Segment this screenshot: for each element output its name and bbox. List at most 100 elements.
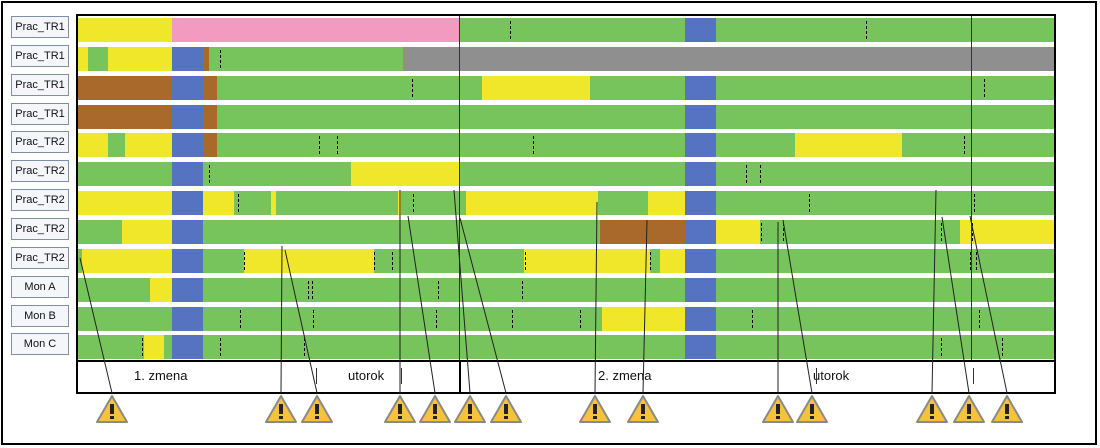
task-bar-blue[interactable] (685, 75, 716, 100)
task-bar-green[interactable] (164, 335, 172, 360)
task-bar-green[interactable] (760, 219, 960, 244)
task-bar-green[interactable] (401, 191, 466, 216)
task-bar-yellow[interactable] (150, 277, 172, 302)
task-bar-green[interactable] (716, 162, 1054, 187)
warning-triangle-icon[interactable] (915, 394, 949, 424)
task-bar-green[interactable] (716, 335, 1054, 360)
task-bar-brown[interactable] (600, 219, 685, 244)
task-bar-yellow[interactable] (203, 191, 234, 216)
task-bar-green[interactable] (78, 277, 150, 302)
task-bar-green[interactable] (716, 18, 1054, 42)
task-bar-green[interactable] (203, 306, 602, 331)
task-bar-blue[interactable] (685, 104, 716, 129)
task-bar-blue[interactable] (172, 219, 203, 244)
resource-label[interactable]: Mon B (11, 304, 69, 327)
task-bar-green[interactable] (203, 162, 351, 187)
task-bar-green[interactable] (716, 306, 1054, 331)
task-bar-yellow[interactable] (351, 162, 460, 187)
task-bar-yellow[interactable] (108, 46, 172, 71)
task-bar-brown[interactable] (203, 104, 217, 129)
warning-triangle-icon[interactable] (453, 394, 487, 424)
warning-triangle-icon[interactable] (383, 394, 417, 424)
resource-label[interactable]: Mon A (11, 275, 69, 298)
task-bar-blue[interactable] (685, 191, 716, 216)
warning-triangle-icon[interactable] (952, 394, 986, 424)
resource-label[interactable]: Prac_TR2 (11, 189, 69, 212)
task-bar-blue[interactable] (172, 46, 203, 71)
task-bar-brown[interactable] (78, 104, 172, 129)
task-bar-green[interactable] (276, 191, 398, 216)
task-bar-blue[interactable] (172, 306, 203, 331)
task-bar-green[interactable] (203, 219, 600, 244)
warning-triangle-icon[interactable] (264, 394, 298, 424)
task-bar-yellow[interactable] (122, 219, 172, 244)
task-bar-yellow[interactable] (82, 248, 172, 273)
task-bar-green[interactable] (716, 133, 795, 158)
task-bar-yellow[interactable] (524, 248, 650, 273)
task-bar-pink[interactable] (172, 18, 460, 42)
task-bar-yellow[interactable] (660, 248, 685, 273)
resource-label[interactable]: Prac_TR1 (11, 44, 69, 67)
task-bar-green[interactable] (78, 162, 172, 187)
resource-label[interactable]: Prac_TR2 (11, 217, 69, 240)
task-bar-green[interactable] (217, 104, 685, 129)
warning-triangle-icon[interactable] (990, 394, 1024, 424)
task-bar-yellow[interactable] (960, 219, 1054, 244)
resource-label[interactable]: Prac_TR2 (11, 160, 69, 183)
resource-label[interactable]: Prac_TR1 (11, 16, 69, 38)
task-bar-yellow[interactable] (482, 75, 590, 100)
task-bar-blue[interactable] (172, 191, 203, 216)
task-bar-green[interactable] (590, 75, 685, 100)
task-bar-brown[interactable] (78, 75, 172, 100)
task-bar-green[interactable] (460, 18, 685, 42)
task-bar-green[interactable] (598, 191, 648, 216)
task-bar-blue[interactable] (685, 219, 716, 244)
warning-triangle-icon[interactable] (489, 394, 523, 424)
task-bar-green[interactable] (203, 248, 244, 273)
task-bar-blue[interactable] (172, 162, 203, 187)
resource-label[interactable]: Prac_TR1 (11, 73, 69, 96)
task-bar-yellow[interactable] (125, 133, 172, 158)
warning-triangle-icon[interactable] (418, 394, 452, 424)
task-bar-green[interactable] (78, 335, 144, 360)
task-bar-yellow[interactable] (648, 191, 685, 216)
task-bar-yellow[interactable] (78, 133, 108, 158)
task-bar-green[interactable] (374, 248, 392, 273)
task-bar-green[interactable] (78, 306, 172, 331)
task-bar-green[interactable] (217, 75, 482, 100)
warning-triangle-icon[interactable] (795, 394, 829, 424)
resource-label[interactable]: Mon C (11, 333, 69, 356)
task-bar-green[interactable] (108, 133, 125, 158)
task-bar-green[interactable] (650, 248, 660, 273)
task-bar-yellow[interactable] (78, 46, 88, 71)
task-bar-yellow[interactable] (78, 191, 172, 216)
task-bar-blue[interactable] (172, 335, 203, 360)
warning-triangle-icon[interactable] (578, 394, 612, 424)
task-bar-green[interactable] (716, 75, 1054, 100)
task-bar-yellow[interactable] (795, 133, 902, 158)
task-bar-green[interactable] (88, 46, 108, 71)
warning-triangle-icon[interactable] (300, 394, 334, 424)
task-bar-blue[interactable] (685, 335, 716, 360)
task-bar-green[interactable] (78, 219, 122, 244)
task-bar-yellow[interactable] (602, 306, 685, 331)
task-bar-green[interactable] (203, 335, 685, 360)
resource-label[interactable]: Prac_TR2 (11, 131, 69, 154)
task-bar-green[interactable] (392, 248, 524, 273)
task-bar-yellow[interactable] (466, 191, 598, 216)
task-bar-yellow[interactable] (271, 191, 276, 216)
task-bar-brown[interactable] (203, 133, 217, 158)
task-bar-blue[interactable] (685, 162, 716, 187)
task-bar-green[interactable] (209, 46, 403, 71)
task-bar-yellow[interactable] (144, 335, 164, 360)
task-bar-green[interactable] (716, 191, 1054, 216)
task-bar-yellow[interactable] (78, 18, 172, 42)
task-bar-blue[interactable] (685, 306, 716, 331)
task-bar-green[interactable] (716, 104, 1054, 129)
task-bar-brown[interactable] (203, 46, 209, 71)
task-bar-brown[interactable] (203, 75, 217, 100)
warning-triangle-icon[interactable] (761, 394, 795, 424)
task-bar-yellow[interactable] (244, 248, 374, 273)
task-bar-blue[interactable] (685, 18, 716, 42)
task-bar-blue[interactable] (685, 277, 716, 302)
